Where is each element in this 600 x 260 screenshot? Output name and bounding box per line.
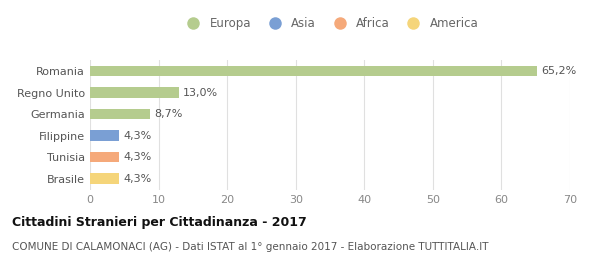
Text: 65,2%: 65,2% [541,66,577,76]
Text: 4,3%: 4,3% [124,173,152,184]
Text: 13,0%: 13,0% [183,88,218,98]
Bar [90,66,537,76]
Bar [90,109,149,119]
Text: 4,3%: 4,3% [124,152,152,162]
Text: 4,3%: 4,3% [124,131,152,141]
Bar [90,130,119,141]
Bar [90,152,119,162]
Legend: Europa, Asia, Africa, America: Europa, Asia, Africa, America [181,17,479,30]
Bar [90,173,119,184]
Text: 8,7%: 8,7% [154,109,182,119]
Text: Cittadini Stranieri per Cittadinanza - 2017: Cittadini Stranieri per Cittadinanza - 2… [12,216,307,229]
Bar [90,87,179,98]
Text: COMUNE DI CALAMONACI (AG) - Dati ISTAT al 1° gennaio 2017 - Elaborazione TUTTITA: COMUNE DI CALAMONACI (AG) - Dati ISTAT a… [12,242,488,252]
